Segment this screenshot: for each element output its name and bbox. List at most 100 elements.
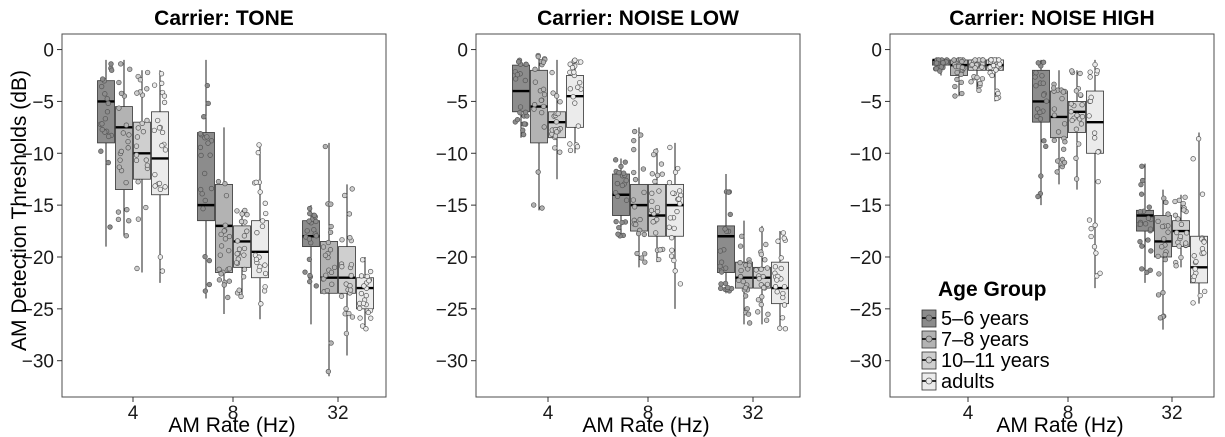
- data-point: [1088, 226, 1094, 232]
- data-point: [1159, 223, 1166, 230]
- data-point: [363, 326, 369, 332]
- data-point: [162, 184, 168, 190]
- data-point: [781, 284, 788, 290]
- data-point: [218, 243, 225, 249]
- data-point: [574, 144, 581, 150]
- data-point: [1181, 207, 1187, 213]
- data-point: [569, 64, 576, 71]
- data-point: [201, 114, 207, 120]
- data-point: [959, 64, 965, 71]
- data-point: [666, 224, 672, 230]
- data-point: [304, 228, 310, 234]
- data-point: [1190, 156, 1196, 162]
- data-point: [722, 226, 728, 232]
- data-point: [1095, 178, 1101, 185]
- data-point: [242, 207, 248, 214]
- data-point: [1093, 250, 1099, 256]
- data-point: [218, 231, 224, 238]
- data-point: [1192, 266, 1198, 272]
- data-point: [365, 309, 371, 316]
- data-point: [753, 267, 759, 273]
- data-point: [123, 233, 129, 239]
- data-point: [206, 257, 213, 264]
- data-point: [737, 243, 744, 249]
- data-point: [959, 90, 965, 97]
- data-point: [364, 273, 370, 280]
- data-point: [778, 265, 784, 272]
- y-tick-label: −15: [22, 196, 54, 217]
- data-point: [99, 76, 106, 82]
- data-point: [535, 169, 541, 175]
- box-5-6-years-32: [302, 205, 320, 325]
- legend-item: 10–11 years: [921, 350, 1050, 372]
- data-point: [346, 211, 353, 217]
- data-point: [649, 198, 655, 205]
- data-point: [118, 90, 125, 97]
- data-point: [1202, 288, 1208, 295]
- data-point: [717, 263, 723, 269]
- x-tick-label: 4: [963, 403, 974, 424]
- data-point: [1092, 135, 1098, 141]
- data-point: [979, 76, 986, 82]
- data-point: [649, 171, 655, 177]
- data-point: [575, 123, 581, 129]
- data-point: [327, 229, 334, 235]
- data-point: [226, 278, 232, 284]
- data-point: [1074, 112, 1080, 118]
- data-point: [1035, 60, 1041, 66]
- data-point: [161, 99, 168, 106]
- data-point: [117, 157, 123, 163]
- data-point: [202, 170, 208, 177]
- data-point: [1190, 300, 1196, 306]
- data-point: [577, 79, 583, 86]
- y-tick-label: 0: [871, 41, 882, 62]
- data-point: [116, 79, 122, 86]
- data-point: [937, 68, 943, 74]
- data-point: [125, 138, 131, 145]
- box-10-11-years-4: [968, 57, 986, 94]
- data-point: [1157, 315, 1164, 321]
- data-point: [307, 272, 313, 279]
- data-point: [1148, 248, 1154, 254]
- data-point: [1193, 258, 1199, 265]
- data-point: [241, 266, 248, 273]
- data-point: [1183, 230, 1190, 236]
- data-point: [667, 215, 674, 221]
- data-point: [1054, 158, 1061, 164]
- data-point: [614, 180, 620, 187]
- data-point: [1139, 266, 1145, 272]
- data-point: [670, 190, 676, 196]
- data-point: [1139, 163, 1145, 169]
- data-point: [555, 110, 561, 117]
- data-point: [322, 252, 329, 259]
- data-point: [1137, 238, 1143, 245]
- data-point: [618, 163, 624, 170]
- data-point: [520, 131, 527, 138]
- data-point: [125, 145, 131, 151]
- box-adults-8: [1086, 59, 1104, 289]
- data-point: [328, 223, 334, 230]
- data-point: [366, 278, 372, 284]
- data-point: [306, 218, 312, 224]
- box-5-6-years-8: [1032, 59, 1050, 206]
- data-point: [1147, 267, 1153, 273]
- box-7-8-years-32: [1154, 189, 1172, 330]
- data-point: [988, 57, 994, 63]
- data-point: [613, 157, 619, 163]
- data-point: [631, 169, 637, 176]
- data-point: [104, 109, 111, 115]
- data-point: [116, 164, 122, 170]
- data-point: [1197, 292, 1203, 299]
- data-point: [144, 117, 150, 124]
- data-point: [348, 261, 355, 268]
- data-point: [244, 212, 250, 218]
- y-tick-label: −25: [22, 300, 54, 321]
- data-point: [718, 269, 725, 275]
- data-point: [98, 148, 104, 154]
- data-point: [1092, 222, 1098, 228]
- data-point: [144, 86, 150, 92]
- data-point: [123, 179, 129, 186]
- legend-label: adults: [941, 371, 994, 393]
- data-point: [755, 297, 762, 303]
- data-point: [1032, 74, 1038, 80]
